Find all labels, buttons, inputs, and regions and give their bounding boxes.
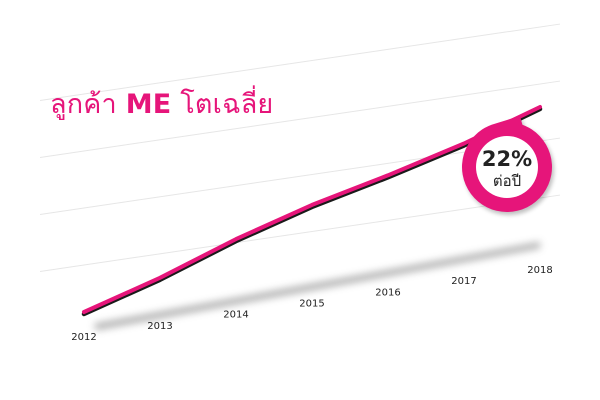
x-tick-label: 2018 [527,265,552,276]
floor-shadow [94,242,540,330]
badge-unit: ต่อปี [493,172,521,190]
badge-inner-circle [476,136,538,198]
title-prefix: ลูกค้า [50,89,117,120]
floor-shadow-shape [94,242,540,330]
x-tick-label: 2015 [299,299,324,310]
title-bold: ME [125,89,172,120]
badge-value: 22% [482,147,532,171]
x-tick-label: 2017 [451,276,476,287]
x-tick-label: 2016 [375,287,400,298]
chart-title: ลูกค้า ME โตเฉลี่ย [50,82,273,125]
x-tick-label: 2014 [223,310,248,321]
x-tick-label: 2012 [71,332,96,343]
x-tick-labels: 2012 2013 2014 2015 2016 2017 2018 [71,265,552,343]
gridline [39,194,561,272]
title-suffix: โตเฉลี่ย [180,89,274,120]
series-line [81,105,543,317]
x-tick-label: 2013 [147,321,172,332]
growth-badge: 22% ต่อปี [462,116,554,215]
gridline [39,80,561,158]
gridline [39,23,561,101]
